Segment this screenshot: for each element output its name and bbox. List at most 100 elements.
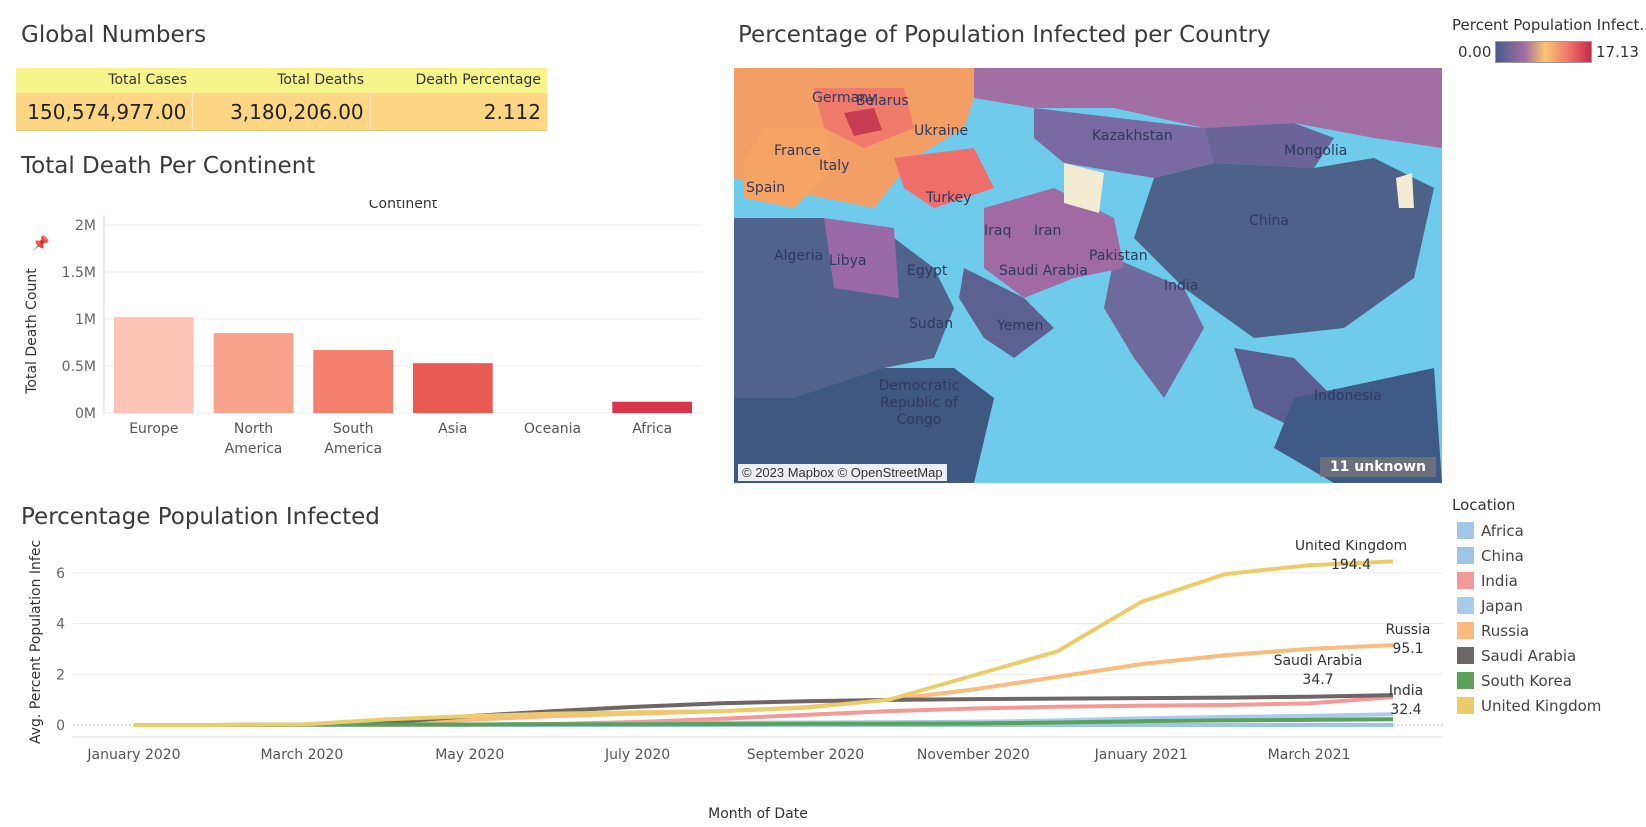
pin-icon: 📌 <box>32 234 50 252</box>
map-legend-min: 0.00 <box>1458 43 1492 61</box>
total-cases-value[interactable]: 150,574,977.00 <box>16 93 194 130</box>
line-y-tick: 2 <box>56 667 65 683</box>
global-numbers-title: Global Numbers <box>21 22 207 48</box>
legend-label: China <box>1481 546 1524 565</box>
location-legend-item[interactable]: United Kingdom <box>1452 693 1601 718</box>
total-deaths-value[interactable]: 3,180,206.00 <box>193 93 371 130</box>
map-country-label: Mongolia <box>1284 143 1348 159</box>
location-legend-item[interactable]: India <box>1452 568 1601 593</box>
line-y-tick: 0 <box>56 718 65 734</box>
infected-over-time-title: Percentage Population Infected <box>21 504 380 530</box>
map-credit[interactable]: © 2023 Mapbox © OpenStreetMap <box>738 464 947 481</box>
legend-label: Japan <box>1481 596 1523 615</box>
line-annotation-label: India <box>1389 683 1423 699</box>
map-country-label: Egypt <box>907 263 948 279</box>
legend-swatch <box>1457 597 1474 614</box>
line-y-axis-label: Avg. Percent Population Infec.. <box>28 540 44 744</box>
legend-label: India <box>1481 571 1518 590</box>
location-legend-item[interactable]: Russia <box>1452 618 1601 643</box>
death-percentage-value[interactable]: 2.112 <box>483 100 541 124</box>
map-country-label: France <box>774 143 821 159</box>
map-country-label: Ukraine <box>914 123 969 139</box>
total-cases-header: Total Cases <box>108 72 187 88</box>
map-country-label: Indonesia <box>1314 388 1382 404</box>
continent-deaths-title: Total Death Per Continent <box>21 153 316 179</box>
map-country-label: Libya <box>829 253 867 269</box>
line-annotation-value: 95.1 <box>1392 641 1423 657</box>
legend-swatch <box>1457 622 1474 639</box>
continent-x-tick: North <box>234 421 273 437</box>
location-legend-item[interactable]: South Korea <box>1452 668 1601 693</box>
line-annotation-value: 34.7 <box>1302 672 1333 688</box>
map-country-label: Algeria <box>774 248 824 264</box>
location-legend-item[interactable]: Saudi Arabia <box>1452 643 1601 668</box>
line-x-tick: January 2021 <box>1094 747 1188 763</box>
legend-swatch <box>1457 572 1474 589</box>
legend-label: South Korea <box>1481 671 1572 690</box>
map-country-label: China <box>1249 213 1289 229</box>
location-legend-title: Location <box>1452 496 1516 514</box>
map-title: Percentage of Population Infected per Co… <box>738 22 1271 48</box>
line-series-russia <box>134 643 1394 727</box>
infection-map[interactable]: Germany Belarus Ukraine Kazakhstan Mongolia F… <box>734 68 1442 483</box>
continent-x-tick: America <box>324 441 382 457</box>
global-numbers-table: Total Cases Total Deaths Death Percentag… <box>16 68 547 131</box>
legend-label: Russia <box>1481 621 1530 640</box>
map-country-label: Democratic Republic of Congo <box>878 378 960 428</box>
continent-x-tick: America <box>225 441 283 457</box>
unknown-count-badge[interactable]: 11 unknown <box>1319 457 1436 477</box>
map-legend-max: 17.13 <box>1596 43 1639 61</box>
map-country-label: Spain <box>746 180 786 196</box>
death-percentage-header: Death Percentage <box>415 72 541 88</box>
location-legend: Location Africa China India Japan Russia Saud… <box>1452 496 1601 718</box>
continent-x-tick: Asia <box>438 421 467 437</box>
continent-y-tick: 1.5M <box>62 265 96 281</box>
continent-chart-title: Continent <box>369 200 438 212</box>
legend-swatch <box>1457 697 1474 714</box>
continent-bar <box>313 350 394 413</box>
continent-x-tick: South <box>333 421 374 437</box>
continent-y-tick: 2M <box>75 218 96 234</box>
legend-swatch <box>1457 522 1474 539</box>
line-x-axis-label: Month of Date <box>708 806 808 822</box>
legend-swatch <box>1457 647 1474 664</box>
location-legend-item[interactable]: Africa <box>1452 518 1601 543</box>
location-legend-item[interactable]: China <box>1452 543 1601 568</box>
line-y-tick: 4 <box>56 617 65 633</box>
map-country-label: Italy <box>819 158 850 174</box>
global-numbers-header-row: Total Cases Total Deaths Death Percentag… <box>16 68 547 93</box>
continent-bar <box>612 401 693 413</box>
map-country-label: Turkey <box>926 190 972 206</box>
infection-line-chart: Avg. Percent Population Infec.. 0 2 4 6 Janua… <box>28 540 1443 822</box>
map-country-label: Iran <box>1034 223 1062 239</box>
map-country-label: Pakistan <box>1089 248 1148 264</box>
continent-x-tick: Europe <box>129 421 178 437</box>
line-annotation-label: Saudi Arabia <box>1274 653 1363 669</box>
legend-label: Saudi Arabia <box>1481 646 1577 665</box>
total-deaths-header: Total Deaths <box>277 72 364 88</box>
line-annotation-value: 194.4 <box>1331 557 1371 573</box>
continent-bar <box>412 363 493 413</box>
legend-label: Africa <box>1481 521 1524 540</box>
map-country-label: Iraq <box>984 223 1012 239</box>
location-legend-item[interactable]: Japan <box>1452 593 1601 618</box>
line-series-united-kingdom <box>134 559 1394 727</box>
line-annotation-label: United Kingdom <box>1295 540 1407 554</box>
continent-bar <box>113 317 194 413</box>
map-country-label: Sudan <box>909 316 954 332</box>
continent-y-tick: 0M <box>75 406 96 422</box>
continent-y-tick: 0.5M <box>62 359 96 375</box>
continent-y-axis-label: Total Death Count <box>24 268 40 395</box>
map-country-label: Germany <box>812 90 877 106</box>
continent-bar-chart: Continent Total Death Count 📌 0M 0.5M 1M 1.5M 2… <box>24 200 702 457</box>
line-annotation-value: 32.4 <box>1390 702 1421 718</box>
continent-bar <box>213 333 294 413</box>
line-x-tick: May 2020 <box>435 747 504 763</box>
legend-swatch <box>1457 547 1474 564</box>
map-legend-title: Percent Population Infect.. <box>1452 16 1646 34</box>
global-numbers-value-row[interactable]: 150,574,977.00 3,180,206.00 2.112 <box>16 93 547 131</box>
line-x-tick: September 2020 <box>747 747 864 763</box>
line-x-tick: January 2020 <box>86 747 180 763</box>
map-country-label: Belarus <box>856 93 909 109</box>
map-country-label: Saudi Arabia <box>999 263 1088 279</box>
